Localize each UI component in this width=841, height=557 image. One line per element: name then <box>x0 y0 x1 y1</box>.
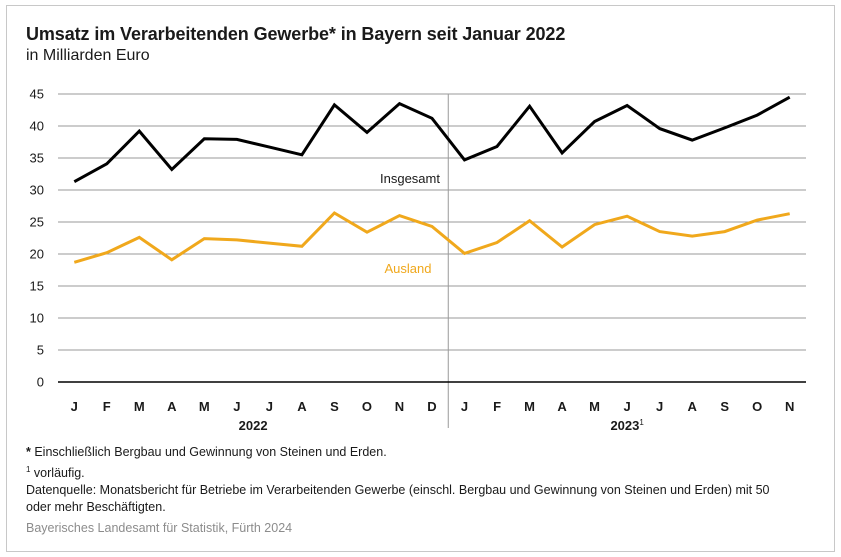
footnote-star-marker: * <box>26 445 31 459</box>
y-tick-label: 10 <box>30 311 44 326</box>
year-label-superscript: 1 <box>639 418 644 427</box>
chart-title: Umsatz im Verarbeitenden Gewerbe* in Bay… <box>26 24 566 44</box>
y-tick-label: 20 <box>30 247 44 262</box>
chart-subtitle: in Milliarden Euro <box>26 47 150 64</box>
x-tick-label: J <box>461 399 468 414</box>
x-tick-label: S <box>330 399 339 414</box>
footnote-star: * Einschließlich Bergbau und Gewinnung v… <box>26 444 796 461</box>
y-tick-label: 25 <box>30 215 44 230</box>
footnote-one: 1 vorläufig. <box>26 461 796 482</box>
x-tick-label: F <box>103 399 111 414</box>
x-tick-label: M <box>589 399 600 414</box>
x-tick-label: A <box>167 399 177 414</box>
x-tick-label: J <box>624 399 631 414</box>
x-tick-label: S <box>720 399 729 414</box>
x-tick-label: A <box>557 399 567 414</box>
footnote-datasource: Datenquelle: Monatsbericht für Betriebe … <box>26 483 770 514</box>
y-tick-label: 5 <box>37 343 44 358</box>
x-tick-label: J <box>233 399 240 414</box>
x-tick-label: J <box>266 399 273 414</box>
series-label-insgesamt: Insgesamt <box>380 171 440 186</box>
y-tick-label: 15 <box>30 279 44 294</box>
x-tick-label: F <box>493 399 501 414</box>
x-tick-label: N <box>785 399 794 414</box>
x-year-label: 2022 <box>239 418 268 433</box>
footnote-one-text: vorläufig. <box>30 466 85 480</box>
x-year-label: 20231 <box>610 418 644 433</box>
footnotes: * Einschließlich Bergbau und Gewinnung v… <box>26 444 796 516</box>
x-tick-label: M <box>524 399 535 414</box>
y-tick-label: 35 <box>30 151 44 166</box>
source-credit: Bayerisches Landesamt für Statistik, Für… <box>26 521 293 535</box>
x-tick-label: D <box>427 399 436 414</box>
y-tick-label: 45 <box>30 87 44 102</box>
x-tick-label: J <box>656 399 663 414</box>
y-tick-label: 0 <box>37 375 44 390</box>
series-line-ausland <box>73 211 790 264</box>
y-tick-label: 40 <box>30 119 44 134</box>
x-tick-label: A <box>687 399 697 414</box>
x-tick-label: N <box>395 399 404 414</box>
x-tick-label: M <box>199 399 210 414</box>
footnote-star-text: Einschließlich Bergbau und Gewinnung von… <box>30 445 387 459</box>
x-tick-label: J <box>71 399 78 414</box>
series-label-ausland: Ausland <box>385 261 432 276</box>
x-tick-label: M <box>134 399 145 414</box>
x-tick-label: O <box>752 399 762 414</box>
chart-frame <box>6 5 835 552</box>
x-tick-label: O <box>362 399 372 414</box>
footnote-one-marker: 1 <box>26 465 31 474</box>
x-tick-label: A <box>297 399 307 414</box>
series-line-insgesamt <box>73 95 791 184</box>
y-tick-label: 30 <box>30 183 44 198</box>
